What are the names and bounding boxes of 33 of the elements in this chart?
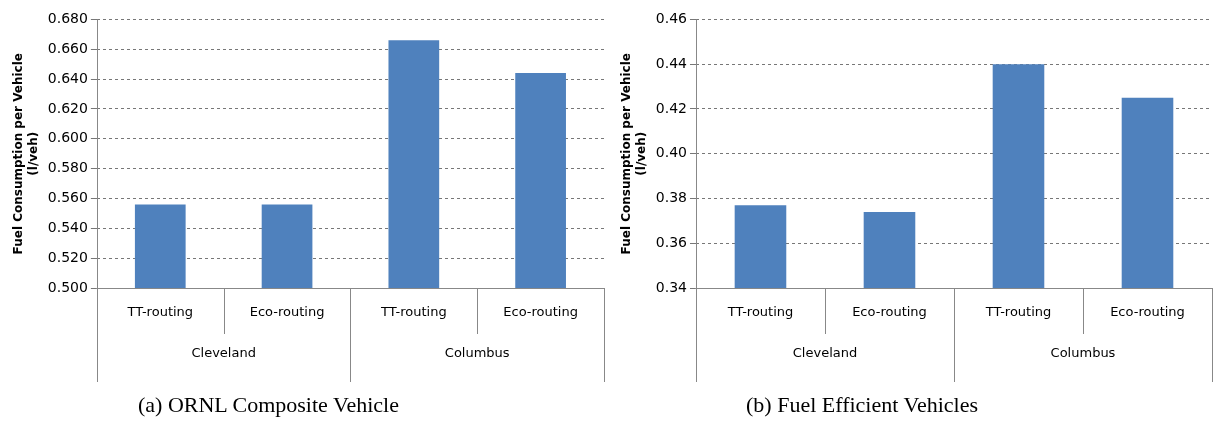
y-tick-label: 0.34 bbox=[655, 278, 688, 295]
x-tick-label: TT-routing bbox=[726, 304, 794, 320]
x-tick-label: Eco-routing bbox=[1110, 304, 1185, 320]
x-tick-label: TT-routing bbox=[984, 304, 1052, 320]
text: (b) Fuel Efficient Vehicles bbox=[745, 392, 979, 418]
y-tick-label: 0.42 bbox=[655, 99, 687, 116]
x-tick-label: Eco-routing bbox=[249, 304, 325, 320]
y-tick-label: 0.500 bbox=[47, 278, 88, 295]
y-tick-label: 0.640 bbox=[47, 69, 88, 86]
text: Cleveland bbox=[191, 345, 256, 361]
y-tick-label: 0.520 bbox=[47, 248, 88, 265]
y-tick-label: 0.36 bbox=[655, 233, 688, 250]
text: (a) ORNL Composite Vehicle bbox=[137, 392, 400, 418]
y-tick-label: 0.580 bbox=[47, 159, 88, 176]
y-tick-label: 0.44 bbox=[655, 54, 688, 71]
y-tick-label: 0.560 bbox=[47, 189, 88, 206]
x-tick-label: TT-routing bbox=[380, 304, 447, 320]
x-tick-label: Eco-routing bbox=[852, 304, 927, 320]
text: Columbus bbox=[444, 345, 510, 361]
text: Columbus bbox=[1050, 345, 1116, 361]
y-tick-label: 0.46 bbox=[655, 10, 688, 27]
text: Cleveland bbox=[792, 345, 858, 361]
y-tick-label: 0.600 bbox=[47, 129, 88, 146]
y-axis-title: Fuel Consumption per Vehicle (l/veh) bbox=[619, 53, 648, 255]
x-tick-label: Eco-routing bbox=[503, 304, 578, 320]
y-axis-title: Fuel Consumption per Vehicle (l/veh) bbox=[11, 53, 40, 255]
y-tick-label: 0.540 bbox=[47, 218, 88, 235]
x-tick-label: TT-routing bbox=[126, 304, 194, 320]
y-tick-label: 0.38 bbox=[655, 189, 687, 206]
y-tick-label: 0.40 bbox=[655, 144, 687, 161]
y-tick-label: 0.620 bbox=[47, 99, 88, 116]
y-tick-label: 0.660 bbox=[47, 39, 88, 56]
y-tick-label: 0.680 bbox=[47, 10, 88, 27]
